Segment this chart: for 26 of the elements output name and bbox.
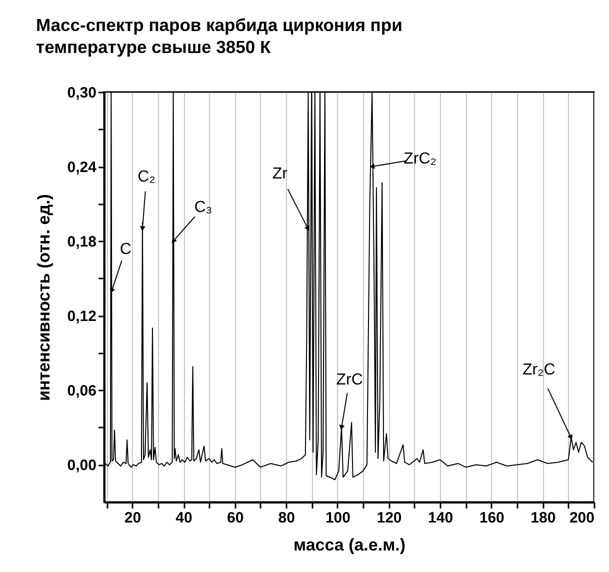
annotation: C₃ [194,199,212,216]
annotation: C₂ [138,168,156,186]
annotation: C [120,240,132,258]
y-tick-label: 0,18 [67,234,96,251]
annotation: ZrC [336,371,363,388]
x-tick-label: 100 [325,510,350,526]
y-tick-label: 0,12 [67,308,96,326]
annotation: ZrC₂ [404,150,437,168]
annotation: Zr₂C [522,361,556,378]
y-tick-label: 0,24 [67,159,98,176]
x-tick-label: 120 [376,510,402,526]
x-tick-label: 140 [428,510,454,526]
y-tick-label: 0,00 [67,457,96,474]
x-tick-label: 40 [176,510,192,526]
chart-title: Масс-спектр паров карбида циркония при температуре свыше 3850 К [36,14,404,58]
x-axis-title: масса (а.е.м.) [293,536,406,554]
x-tick-label: 60 [226,510,244,526]
x-tick-label: 80 [278,510,295,526]
y-tick-label: 0,06 [67,382,96,400]
y-tick-label: 0,30 [67,84,96,102]
x-tick-label: 200 [569,510,594,526]
x-tick-label: 20 [124,510,142,526]
x-tick-label: 180 [530,510,556,526]
annotation: Zr [272,166,288,183]
x-tick-label: 160 [479,510,504,526]
y-axis-title: интенсивность (отн. ед.) [34,194,54,401]
